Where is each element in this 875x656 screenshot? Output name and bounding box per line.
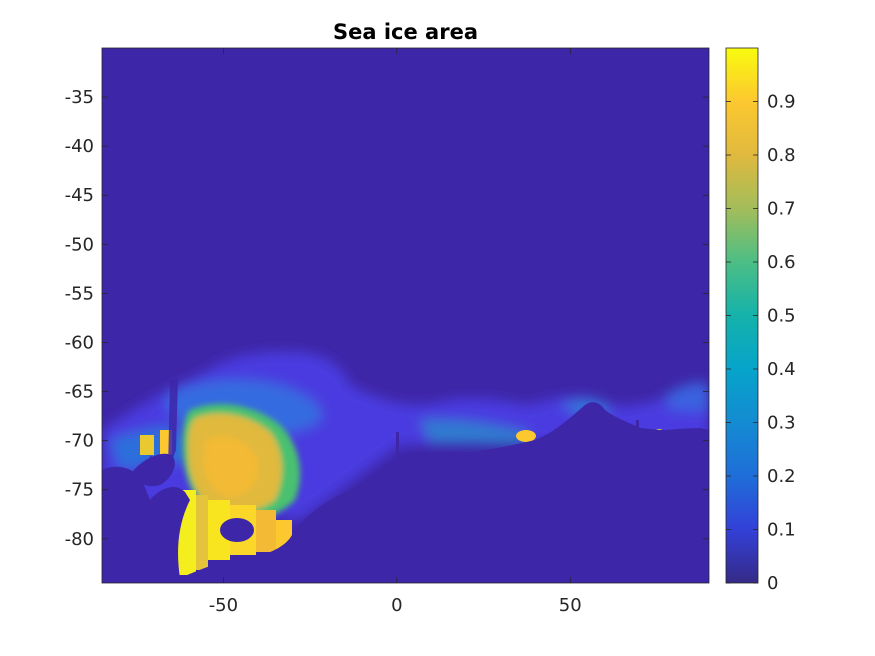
- colorbar-tick-label: 0: [767, 573, 778, 594]
- ice-weddell: [182, 404, 300, 523]
- y-tick-label: -75: [65, 480, 94, 501]
- colorbar-tick-label: 0.7: [767, 199, 796, 220]
- colorbar-tick-label: 0.1: [767, 520, 796, 541]
- y-axis: -35 -40 -45 -50 -55 -60 -65 -70 -75 -80: [65, 87, 709, 550]
- x-tick-label: -50: [209, 595, 238, 616]
- colorbar: 0 0.1 0.2 0.3 0.4 0.5 0.6 0.7 0.8 0.9: [725, 47, 796, 594]
- colorbar-gradient: [726, 48, 758, 583]
- y-tick-label: -35: [65, 87, 94, 108]
- colorbar-tick-label: 0.3: [767, 413, 796, 434]
- colorbar-tick-label: 0.2: [767, 466, 796, 487]
- colorbar-ticks: 0 0.1 0.2 0.3 0.4 0.5 0.6 0.7 0.8 0.9: [726, 92, 796, 594]
- y-tick-label: -55: [65, 283, 94, 304]
- y-tick-label: -70: [65, 431, 94, 452]
- y-tick-label: -80: [65, 529, 94, 550]
- chart-title: Sea ice area: [333, 20, 478, 44]
- heatmap-area: [102, 48, 709, 583]
- colorbar-tick-label: 0.8: [767, 145, 796, 166]
- x-tick-label: 50: [559, 595, 582, 616]
- plot-frame: [101, 47, 710, 584]
- y-tick-label: -40: [65, 136, 94, 157]
- colorbar-tick-label: 0.6: [767, 252, 796, 273]
- land-mask: [102, 378, 709, 583]
- colorbar-tick-label: 0.4: [767, 359, 796, 380]
- y-tick-label: -60: [65, 332, 94, 353]
- x-axis: -50 0 50: [209, 48, 582, 616]
- colorbar-tick-label: 0.5: [767, 306, 796, 327]
- y-tick-label: -45: [65, 185, 94, 206]
- x-tick-label: 0: [391, 595, 402, 616]
- colorbar-tick-label: 0.9: [767, 92, 796, 113]
- y-tick-label: -65: [65, 382, 94, 403]
- y-tick-label: -50: [65, 234, 94, 255]
